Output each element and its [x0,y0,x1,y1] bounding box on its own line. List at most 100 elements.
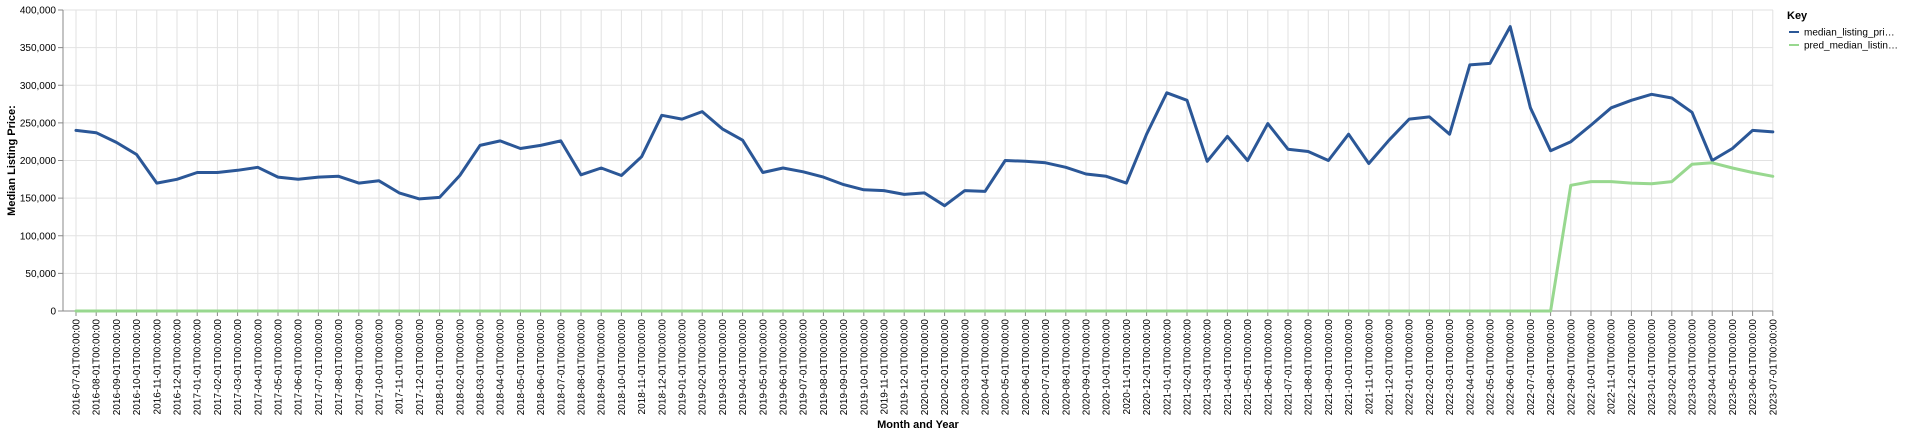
x-tick-label: 2023-05-01T00:00:00 [1728,319,1739,416]
y-axis-title: Median Listing Price: [6,105,18,216]
x-tick-label: 2016-09-01T00:00:00 [112,319,123,416]
x-tick-label: 2022-12-01T00:00:00 [1627,319,1638,416]
x-tick-label: 2023-04-01T00:00:00 [1708,319,1719,416]
x-tick-label: 2018-07-01T00:00:00 [556,319,567,416]
x-tick-label: 2022-10-01T00:00:00 [1587,319,1598,416]
x-tick-label: 2020-05-01T00:00:00 [1001,319,1012,416]
x-tick-label: 2018-02-01T00:00:00 [455,319,466,416]
x-tick-label: 2019-12-01T00:00:00 [900,319,911,416]
x-tick-label: 2021-12-01T00:00:00 [1385,319,1396,416]
x-tick-label: 2018-04-01T00:00:00 [496,319,507,416]
x-tick-label: 2023-07-01T00:00:00 [1768,319,1779,416]
x-tick-label: 2019-07-01T00:00:00 [799,319,810,416]
x-tick-label: 2022-04-01T00:00:00 [1465,319,1476,416]
x-tick-label: 2019-01-01T00:00:00 [678,319,689,416]
y-tick-label: 50,000 [25,269,56,280]
x-tick-label: 2021-07-01T00:00:00 [1284,319,1295,416]
x-tick-label: 2021-08-01T00:00:00 [1304,319,1315,416]
x-tick-label: 2017-01-01T00:00:00 [193,319,204,416]
x-tick-label: 2020-01-01T00:00:00 [920,319,931,416]
legend-title: Key [1787,10,1808,22]
x-tick-label: 2020-09-01T00:00:00 [1082,319,1093,416]
series-layer [74,25,1775,313]
x-tick-label: 2022-02-01T00:00:00 [1425,319,1436,416]
x-tick-label: 2019-06-01T00:00:00 [779,319,790,416]
y-tick-label: 200,000 [20,156,57,167]
x-tick-label: 2019-10-01T00:00:00 [859,319,870,416]
x-tick-label: 2016-07-01T00:00:00 [72,319,83,416]
x-tick-label: 2016-11-01T00:00:00 [152,319,163,415]
x-tick-label: 2017-11-01T00:00:00 [395,319,406,415]
x-tick-label: 2019-11-01T00:00:00 [880,319,891,415]
x-tick-label: 2016-12-01T00:00:00 [173,319,184,416]
x-tick-label: 2020-10-01T00:00:00 [1102,319,1113,416]
y-axis: 0 50,000 100,000 150,000 200,000 250,000 300,0… [20,6,64,318]
x-tick-label: 2023-03-01T00:00:00 [1688,319,1699,416]
x-tick-label: 2017-12-01T00:00:00 [415,319,426,416]
x-tick-label: 2018-01-01T00:00:00 [435,319,446,416]
x-tick-label: 2017-04-01T00:00:00 [253,319,264,416]
x-tick-label: 2020-06-01T00:00:00 [1021,319,1032,416]
x-tick-label: 2021-06-01T00:00:00 [1263,319,1274,416]
x-tick-label: 2016-10-01T00:00:00 [132,319,143,416]
legend-label-1: median_listing_pri… [1804,28,1895,39]
x-tick-label: 2020-02-01T00:00:00 [940,319,951,416]
legend: Key median_listing_pri… pred_median_listi… [1787,10,1898,52]
y-tick-label: 300,000 [20,81,57,92]
x-tick-label: 2023-06-01T00:00:00 [1748,319,1759,416]
x-tick-label: 2021-09-01T00:00:00 [1324,319,1335,416]
x-tick-label: 2021-10-01T00:00:00 [1344,319,1355,416]
x-tick-label: 2023-01-01T00:00:00 [1647,319,1658,416]
x-tick-label: 2022-09-01T00:00:00 [1566,319,1577,416]
x-tick-label: 2018-08-01T00:00:00 [577,319,588,416]
x-tick-label: 2022-01-01T00:00:00 [1405,319,1416,416]
x-tick-label: 2021-03-01T00:00:00 [1203,319,1214,416]
x-tick-label: 2018-11-01T00:00:00 [637,319,648,415]
legend-label-2: pred_median_listin… [1804,41,1898,52]
x-tick-label: 2022-08-01T00:00:00 [1546,319,1557,416]
x-tick-label: 2016-08-01T00:00:00 [92,319,103,416]
series-line-1 [74,25,1775,208]
x-tick-label: 2019-09-01T00:00:00 [839,319,850,416]
x-tick-label: 2021-04-01T00:00:00 [1223,319,1234,416]
x-tick-label: 2018-09-01T00:00:00 [597,319,608,416]
x-tick-label: 2020-08-01T00:00:00 [1061,319,1072,416]
x-tick-label: 2017-08-01T00:00:00 [334,319,345,416]
x-tick-label: 2022-03-01T00:00:00 [1445,319,1456,416]
x-tick-label: 2022-06-01T00:00:00 [1506,319,1517,416]
y-tick-label: 250,000 [20,118,57,129]
series-line-2 [74,161,1775,313]
y-tick-label: 0 [50,307,56,318]
x-tick-label: 2020-11-01T00:00:00 [1122,319,1133,415]
x-axis: 2016-07-01T00:00:00 2016-08-01T00:00:00 20… [63,310,1779,416]
x-tick-label: 2019-05-01T00:00:00 [758,319,769,416]
x-tick-label: 2019-03-01T00:00:00 [718,319,729,416]
x-tick-label: 2017-06-01T00:00:00 [294,319,305,416]
x-tick-label: 2018-10-01T00:00:00 [617,319,628,416]
y-tick-label: 150,000 [20,194,57,205]
x-tick-label: 2022-11-01T00:00:00 [1607,319,1618,415]
x-tick-label: 2017-10-01T00:00:00 [375,319,386,416]
x-tick-label: 2021-05-01T00:00:00 [1243,319,1254,416]
x-tick-label: 2020-04-01T00:00:00 [981,319,992,416]
x-tick-label: 2023-02-01T00:00:00 [1667,319,1678,416]
x-tick-label: 2021-11-01T00:00:00 [1364,319,1375,415]
x-tick-label: 2019-08-01T00:00:00 [819,319,830,416]
x-tick-label: 2020-07-01T00:00:00 [1041,319,1052,416]
x-tick-label: 2017-02-01T00:00:00 [213,319,224,416]
y-tick-label: 100,000 [20,231,57,242]
x-tick-label: 2021-02-01T00:00:00 [1183,319,1194,416]
x-tick-label: 2019-04-01T00:00:00 [738,319,749,416]
x-tick-label: 2022-05-01T00:00:00 [1486,319,1497,416]
y-tick-label: 400,000 [20,6,57,17]
x-tick-label: 2017-09-01T00:00:00 [354,319,365,416]
x-tick-label: 2017-03-01T00:00:00 [233,319,244,416]
x-tick-label: 2018-03-01T00:00:00 [476,319,487,416]
x-tick-label: 2018-06-01T00:00:00 [536,319,547,416]
x-tick-label: 2018-05-01T00:00:00 [516,319,527,416]
grid-lines [63,9,1774,312]
x-tick-label: 2020-12-01T00:00:00 [1142,319,1153,416]
y-tick-label: 350,000 [20,43,57,54]
x-tick-label: 2018-12-01T00:00:00 [657,319,668,416]
